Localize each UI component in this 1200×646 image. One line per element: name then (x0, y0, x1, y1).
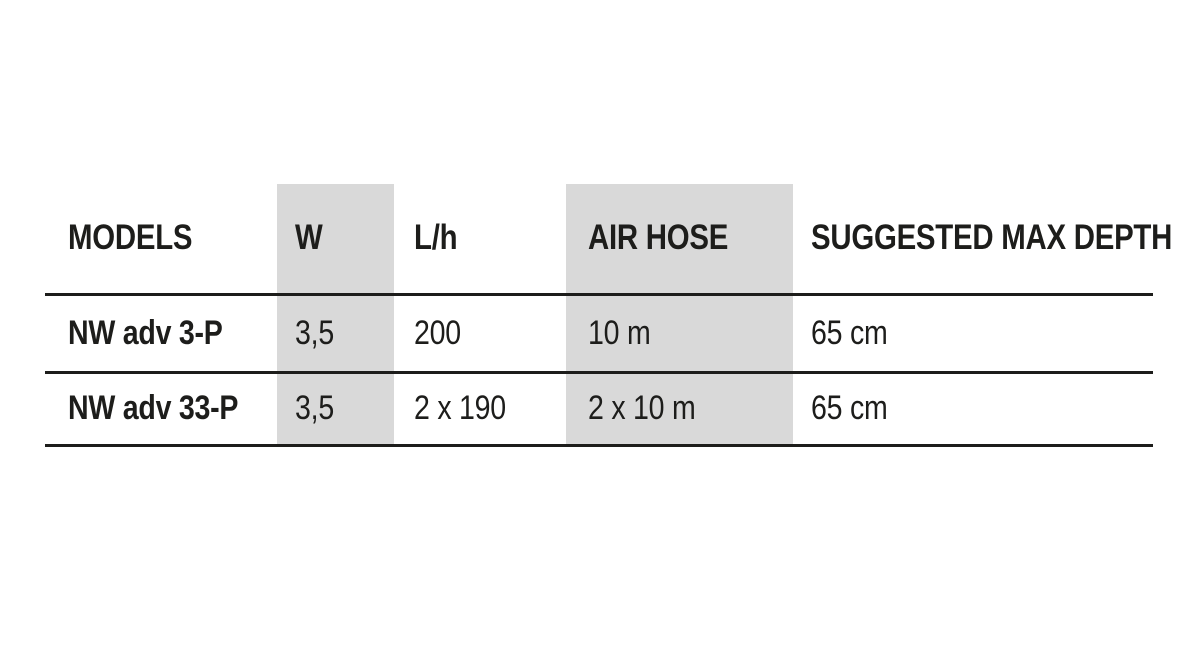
cell-watts: 3,5 (277, 294, 394, 374)
column-label: SUGGESTED MAX DEPTH (811, 218, 1173, 258)
header-cell-models: MODELS (45, 184, 277, 296)
header-cell-flow-rate: L/h (394, 184, 566, 296)
table-row: NW adv 3-P 3,5 200 10 m 65 cm (45, 294, 1153, 374)
model-name: NW adv 33-P (68, 389, 239, 427)
air-hose-value: 10 m (588, 313, 651, 352)
column-label: W (295, 218, 323, 258)
watts-value: 3,5 (295, 313, 334, 352)
watts-value: 3,5 (295, 389, 334, 427)
spec-table: MODELS W L/h AIR HOSE SUGGESTED MAX DEPT… (45, 184, 1172, 447)
model-name: NW adv 3-P (68, 313, 223, 352)
cell-max-depth: 65 cm (793, 372, 1153, 447)
max-depth-value: 65 cm (811, 389, 888, 427)
cell-air-hose: 2 x 10 m (566, 372, 793, 447)
cell-air-hose: 10 m (566, 294, 793, 374)
cell-flow-rate: 2 x 190 (394, 372, 566, 447)
flow-rate-value: 2 x 190 (414, 389, 506, 427)
cell-model: NW adv 3-P (45, 294, 277, 374)
header-cell-air-hose: AIR HOSE (566, 184, 793, 296)
flow-rate-value: 200 (414, 313, 461, 352)
column-label: L/h (414, 218, 458, 258)
air-hose-value: 2 x 10 m (588, 389, 696, 427)
cell-flow-rate: 200 (394, 294, 566, 374)
column-label: MODELS (68, 218, 193, 258)
header-cell-max-depth: SUGGESTED MAX DEPTH (793, 184, 1172, 296)
header-row: MODELS W L/h AIR HOSE SUGGESTED MAX DEPT… (45, 184, 1172, 296)
column-label: AIR HOSE (588, 218, 729, 258)
table-row: NW adv 33-P 3,5 2 x 190 2 x 10 m 65 cm (45, 372, 1153, 447)
max-depth-value: 65 cm (811, 313, 888, 352)
header-cell-watts: W (277, 184, 394, 296)
cell-model: NW adv 33-P (45, 372, 277, 447)
cell-max-depth: 65 cm (793, 294, 1153, 374)
cell-watts: 3,5 (277, 372, 394, 447)
